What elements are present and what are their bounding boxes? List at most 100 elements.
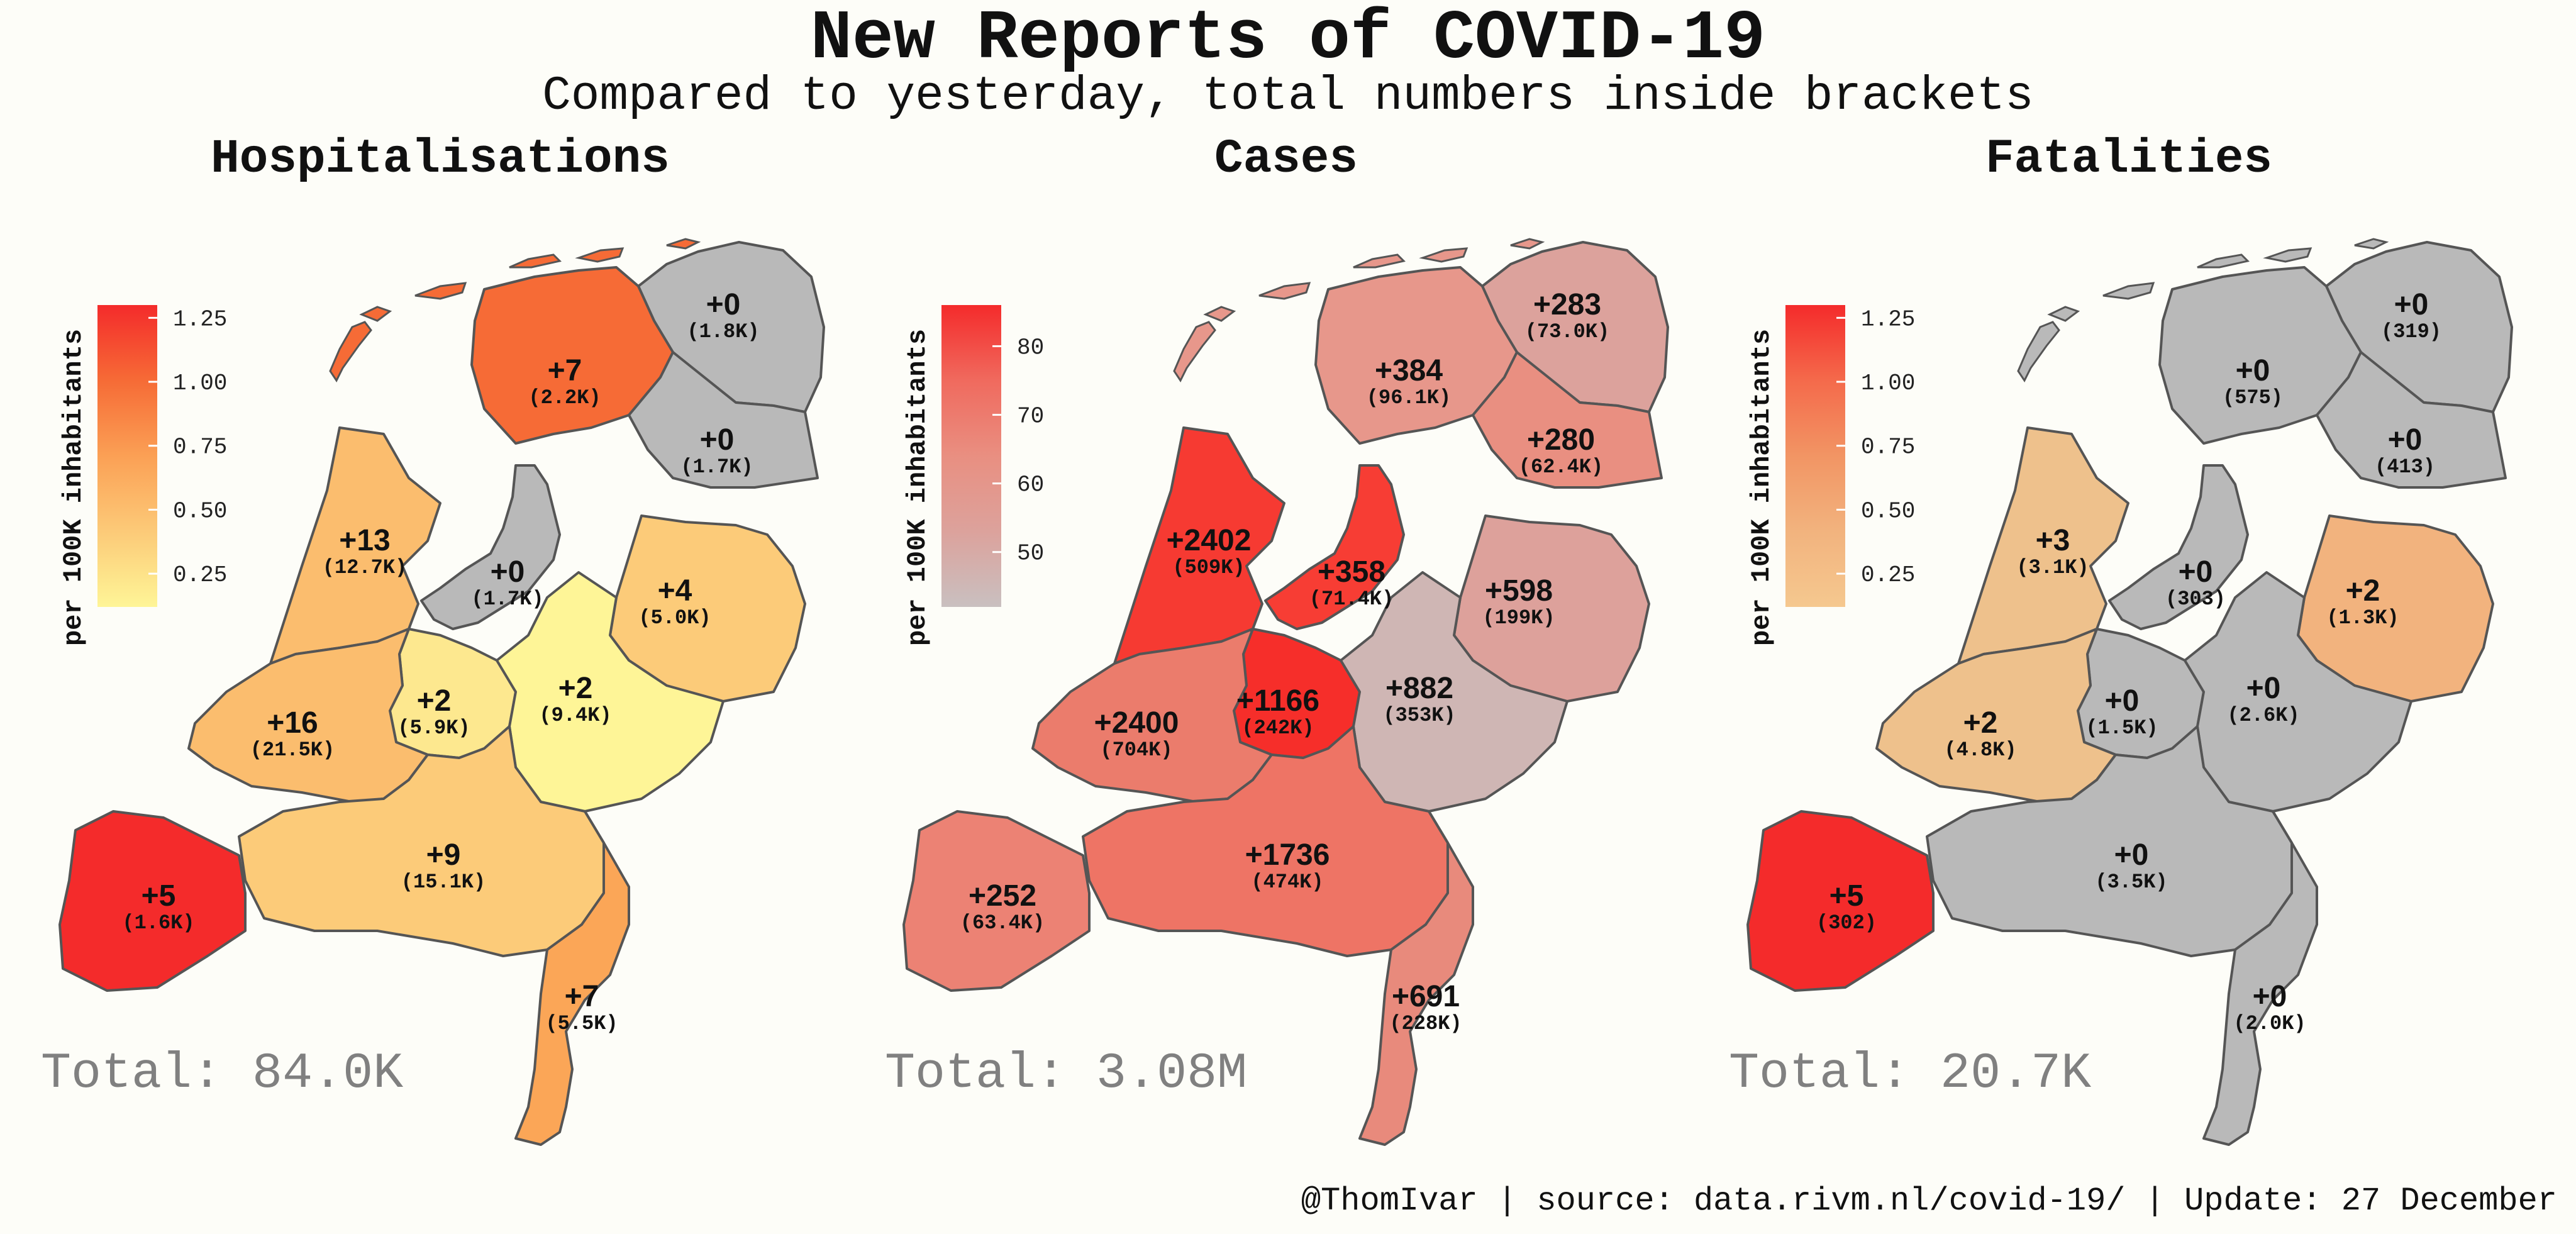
legend-tick-label: 0.25 — [1861, 562, 1915, 588]
province-region[interactable] — [1264, 464, 1405, 630]
region-total: (228K) — [1389, 1012, 1462, 1035]
province-region[interactable] — [1358, 810, 1474, 1146]
legend-tick-label: 0.50 — [173, 498, 227, 524]
region-new-reports: +3 — [2036, 524, 2070, 557]
panel-total: Total: 3.08M — [885, 1045, 1247, 1103]
region-new-reports: +13 — [339, 524, 390, 557]
legend-tick-label: 0.25 — [173, 562, 227, 588]
province-region[interactable] — [628, 351, 819, 489]
region-new-reports: +358 — [1318, 555, 1385, 589]
region-new-reports: +2 — [558, 672, 593, 705]
map-island — [575, 247, 625, 263]
region-new-reports: +0 — [2179, 555, 2213, 589]
region-new-reports: +0 — [2394, 288, 2429, 321]
panel-title-fatalities: Fatalities — [1985, 132, 2273, 186]
legend-tick-label: 1.00 — [1861, 370, 1915, 396]
region-new-reports: +2 — [417, 684, 452, 718]
region-total: (1.7K) — [471, 587, 543, 611]
province-region[interactable] — [1746, 810, 1935, 992]
province-region[interactable] — [1472, 351, 1663, 489]
province-region[interactable] — [2316, 351, 2507, 489]
province-region[interactable] — [514, 810, 630, 1146]
panel-total: Total: 20.7K — [1729, 1045, 2091, 1103]
region-new-reports: +283 — [1533, 288, 1601, 321]
figure-title: New Reports of COVID-19 — [810, 0, 1766, 79]
map-island — [2263, 247, 2312, 263]
region-total: (1.5K) — [2085, 716, 2158, 740]
region-new-reports: +16 — [267, 706, 318, 740]
map-island — [509, 253, 562, 269]
legend-colorbar — [97, 305, 157, 607]
region-total: (319) — [2381, 320, 2441, 343]
region-total: (242K) — [1241, 716, 1314, 740]
region-total: (3.1K) — [2016, 556, 2089, 579]
region-new-reports: +0 — [706, 288, 741, 321]
map-island — [2197, 253, 2250, 269]
province-region[interactable] — [2108, 464, 2249, 630]
legend-tick-label: 1.25 — [173, 306, 227, 332]
region-total: (4.8K) — [1944, 738, 2016, 762]
panel-title-cases: Cases — [1214, 132, 1358, 186]
map-fatalities: +0(319)+0(575)+0(413)+3(3.1K) +0(303) +2(1… — [1746, 238, 2513, 1146]
region-total: (353K) — [1383, 704, 1455, 727]
region-total: (62.4K) — [1519, 455, 1603, 479]
region-total: (1.7K) — [680, 455, 753, 479]
region-total: (96.1K) — [1367, 386, 1451, 409]
region-new-reports: +384 — [1375, 354, 1443, 387]
region-new-reports: +4 — [658, 574, 692, 608]
region-new-reports: +280 — [1527, 423, 1595, 457]
province-region[interactable] — [58, 810, 247, 992]
region-total: (15.1K) — [401, 870, 486, 894]
map-island — [2017, 321, 2060, 382]
legend-tick-label: 1.00 — [173, 370, 227, 396]
province-region[interactable] — [2202, 810, 2318, 1146]
map-island — [329, 321, 372, 382]
region-new-reports: +2 — [2346, 574, 2380, 608]
region-total: (509K) — [1172, 556, 1245, 579]
region-total: (71.4K) — [1309, 587, 1394, 611]
region-new-reports: +7 — [548, 354, 582, 387]
legend-tick-label: 0.75 — [1861, 435, 1915, 460]
legend-tick-label: 80 — [1017, 335, 1044, 360]
region-total: (2.2K) — [528, 386, 601, 409]
region-total: (2.0K) — [2233, 1012, 2306, 1035]
region-total: (302) — [1816, 911, 1877, 935]
map-island — [666, 238, 701, 250]
map-island — [2047, 306, 2080, 322]
region-new-reports: +691 — [1392, 980, 1460, 1013]
legend-title: per 100K inhabitants — [1746, 329, 1777, 646]
legend-tick-label: 1.25 — [1861, 306, 1915, 332]
province-region[interactable] — [420, 464, 561, 630]
region-total: (5.0K) — [638, 606, 711, 630]
map-cases: +283(73.0K) +384(96.1K) +280(62.4K) +2402(5… — [902, 238, 1669, 1146]
region-total: (575) — [2223, 386, 2283, 409]
region-total: (73.0K) — [1525, 320, 1609, 343]
map-island — [1203, 306, 1236, 322]
legend-tick-label: 50 — [1017, 541, 1044, 567]
legend-colorbar — [941, 305, 1001, 607]
legend-colorbar — [1785, 305, 1845, 607]
map-island — [1510, 238, 1545, 250]
panel-total: Total: 84.0K — [41, 1045, 403, 1103]
map-island — [2102, 282, 2155, 300]
province-region[interactable] — [902, 810, 1091, 992]
region-total: (1.6K) — [122, 911, 194, 935]
region-new-reports: +5 — [1829, 879, 1864, 913]
map-island — [414, 282, 467, 300]
region-total: (5.5K) — [545, 1012, 618, 1035]
region-total: (474K) — [1251, 870, 1323, 894]
region-total: (413) — [2375, 455, 2435, 479]
region-total: (704K) — [1100, 738, 1172, 762]
region-new-reports: +598 — [1485, 574, 1553, 608]
legend-tick-label: 60 — [1017, 472, 1044, 498]
region-total: (303) — [2165, 587, 2226, 611]
region-new-reports: +0 — [2253, 980, 2287, 1013]
region-new-reports: +2402 — [1167, 524, 1252, 557]
region-new-reports: +882 — [1385, 672, 1453, 705]
region-new-reports: +1736 — [1245, 838, 1330, 872]
region-total: (21.5K) — [250, 738, 335, 762]
legend-title: per 100K inhabitants — [58, 329, 89, 646]
region-total: (12.7K) — [323, 556, 407, 579]
region-total: (63.4K) — [960, 911, 1045, 935]
region-total: (9.4K) — [539, 704, 611, 727]
